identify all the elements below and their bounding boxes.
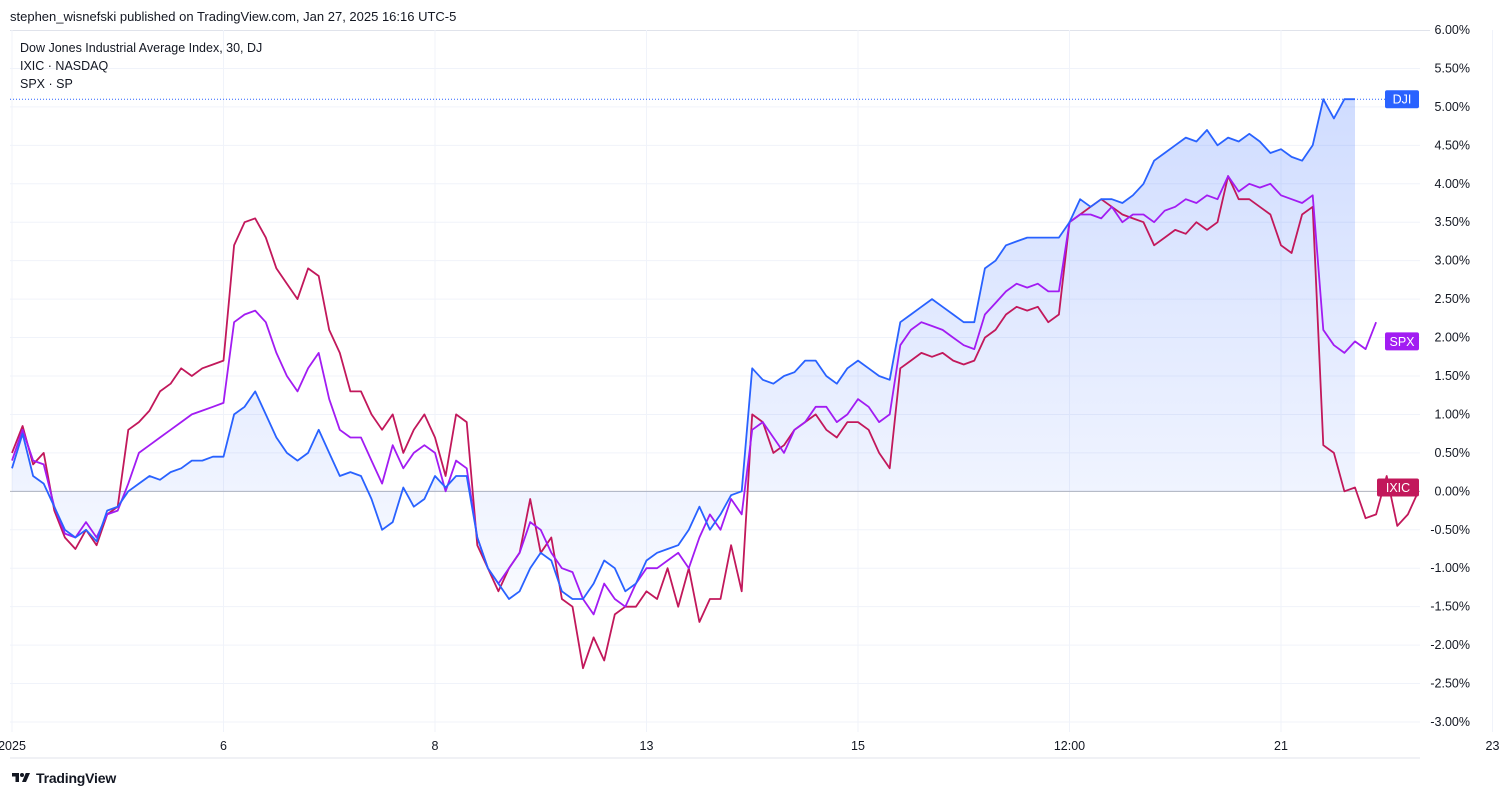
y-tick-label: 3.50%: [1435, 215, 1470, 229]
x-tick-label: 2025: [0, 739, 26, 753]
tradingview-logo-icon: [12, 773, 30, 782]
dji-area-fill: [12, 99, 1355, 599]
y-tick-label: 5.50%: [1435, 61, 1470, 75]
y-tick-label: -2.00%: [1430, 638, 1470, 652]
y-tick-label: 5.00%: [1435, 100, 1470, 114]
y-tick-label: 1.50%: [1435, 369, 1470, 383]
last-value-badge-spx: [1385, 332, 1419, 351]
y-tick-label: 1.00%: [1435, 407, 1470, 421]
last-value-label-spx: SPX: [1389, 335, 1415, 349]
last-value-label-ixic: IXIC: [1386, 481, 1410, 495]
x-tick-label: 23: [1486, 739, 1500, 753]
x-tick-label: 15: [851, 739, 865, 753]
x-tick-label: 6: [220, 739, 227, 753]
y-tick-label: 6.00%: [1435, 23, 1470, 37]
legend-line-ixic[interactable]: IXIC · NASDAQ: [20, 59, 109, 73]
y-tick-label: 0.00%: [1435, 484, 1470, 498]
legend-line-dji[interactable]: Dow Jones Industrial Average Index, 30, …: [20, 41, 263, 55]
last-value-badge-dji: [1385, 90, 1419, 109]
x-tick-label: 12:00: [1054, 739, 1085, 753]
y-tick-label: 4.00%: [1435, 177, 1470, 191]
y-tick-label: -3.00%: [1430, 715, 1470, 729]
y-tick-label: 0.50%: [1435, 446, 1470, 460]
chart-frame: [10, 30, 1430, 759]
y-tick-label: -1.00%: [1430, 561, 1470, 575]
last-value-badge-ixic: [1377, 478, 1419, 497]
series-line-ixic: [11, 175, 1420, 670]
y-tick-label: 4.50%: [1435, 138, 1470, 152]
y-tick-label: 2.00%: [1435, 331, 1470, 345]
y-tick-label: -2.50%: [1430, 677, 1470, 691]
chart-legend: Dow Jones Industrial Average Index, 30, …: [20, 39, 262, 93]
y-tick-label: -0.50%: [1430, 523, 1470, 537]
y-tick-label: 3.00%: [1435, 254, 1470, 268]
y-tick-label: -1.50%: [1430, 600, 1470, 614]
series-line-spx: [11, 175, 1377, 616]
legend-line-spx[interactable]: SPX · SP: [20, 77, 73, 91]
footer-brand-name: TradingView: [36, 770, 117, 786]
x-tick-label: 13: [640, 739, 654, 753]
x-tick-label: 21: [1274, 739, 1288, 753]
published-info: stephen_wisnefski published on TradingVi…: [10, 9, 457, 24]
last-value-label-dji: DJI: [1393, 93, 1412, 107]
y-tick-label: 2.50%: [1435, 292, 1470, 306]
footer-branding[interactable]: TradingView: [10, 768, 116, 788]
series-line-dji: [11, 98, 1355, 600]
x-tick-label: 8: [432, 739, 439, 753]
